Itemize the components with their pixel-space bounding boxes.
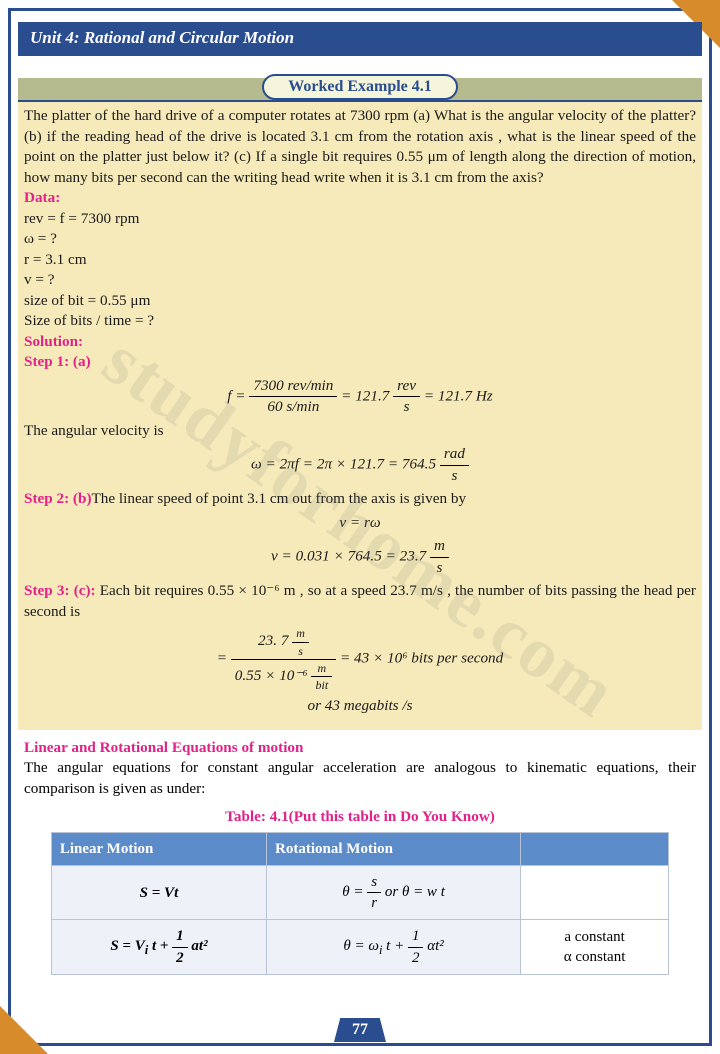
- page-content: Worked Example 4.1 The platter of the ha…: [18, 78, 702, 1018]
- motion-table: Linear Motion Rotational Motion S = Vt θ…: [51, 832, 669, 975]
- example-body: The platter of the hard drive of a compu…: [18, 102, 702, 730]
- page-number: 77: [334, 1018, 386, 1042]
- table-cell: [521, 865, 669, 920]
- step1-label: Step 1: (a): [24, 352, 696, 373]
- table-cell: S = Vt: [51, 865, 266, 920]
- table-title: Table: 4.1(Put this table in Do You Know…: [24, 807, 696, 828]
- step2-label: Step 2: (b): [24, 490, 92, 507]
- data-line: r = 3.1 cm: [24, 250, 696, 271]
- unit-header: Unit 4: Rational and Circular Motion: [18, 22, 702, 56]
- table-col-linear: Linear Motion: [51, 832, 266, 865]
- equations-heading: Linear and Rotational Equations of motio…: [24, 738, 696, 759]
- example-title: Worked Example 4.1: [262, 74, 458, 100]
- solution-label: Solution:: [24, 332, 696, 353]
- problem-statement: The platter of the hard drive of a compu…: [24, 106, 696, 188]
- table-row: S = Vt θ = sr or θ = w t: [51, 865, 668, 920]
- equation-3a: v = rω: [24, 513, 696, 534]
- equation-3b: v = 0.031 × 764.5 = 23.7 ms: [24, 536, 696, 578]
- equation-1: f = 7300 rev/min60 s/min = 121.7 revs = …: [24, 376, 696, 418]
- table-cell: θ = ωi t + 12 αt²: [267, 920, 521, 975]
- equation-2: ω = 2πf = 2π × 121.7 = 764.5 rads: [24, 444, 696, 486]
- table-cell: a constant α constant: [521, 920, 669, 975]
- angular-velocity-text: The angular velocity is: [24, 421, 696, 442]
- data-line: size of bit = 0.55 μm: [24, 291, 696, 312]
- equation-4b: or 43 megabits /s: [24, 696, 696, 717]
- table-col-rotational: Rotational Motion: [267, 832, 521, 865]
- step2-line: Step 2: (b)The linear speed of point 3.1…: [24, 489, 696, 510]
- data-line: v = ?: [24, 270, 696, 291]
- data-line: rev = f = 7300 rpm: [24, 209, 696, 230]
- table-header-row: Linear Motion Rotational Motion: [51, 832, 668, 865]
- table-row: S = Vi t + 12 at² θ = ωi t + 12 αt² a co…: [51, 920, 668, 975]
- step3-label: Step 3: (c):: [24, 582, 96, 599]
- data-line: Size of bits / time = ?: [24, 311, 696, 332]
- table-cell: S = Vi t + 12 at²: [51, 920, 266, 975]
- table-cell: θ = sr or θ = w t: [267, 865, 521, 920]
- equations-para: The angular equations for constant angul…: [24, 758, 696, 799]
- data-label: Data:: [24, 188, 696, 209]
- data-line: ω = ?: [24, 229, 696, 250]
- unit-title: Unit 4: Rational and Circular Motion: [30, 28, 690, 48]
- example-title-bar: Worked Example 4.1: [18, 78, 702, 102]
- section-after-example: Linear and Rotational Equations of motio…: [18, 730, 702, 983]
- equation-4: = 23. 7 ms 0.55 × 10⁻⁶ mbit = 43 × 10⁶ b…: [24, 625, 696, 693]
- step3-line: Step 3: (c): Each bit requires 0.55 × 10…: [24, 581, 696, 622]
- table-col-note: [521, 832, 669, 865]
